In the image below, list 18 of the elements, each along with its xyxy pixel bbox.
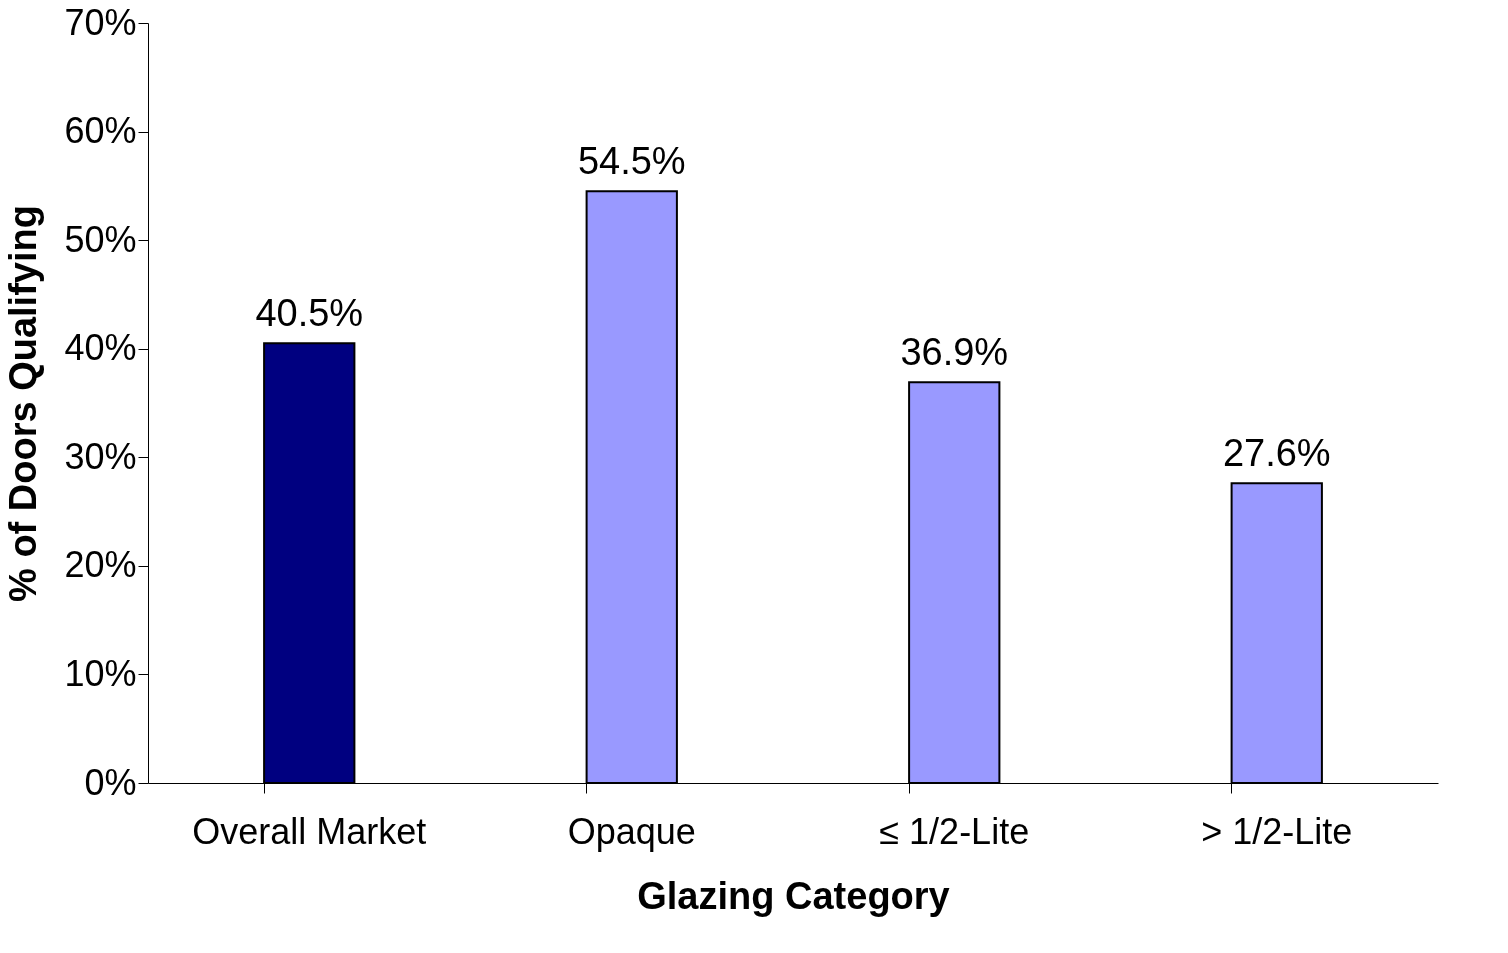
data-label: 40.5% bbox=[255, 292, 364, 335]
y-tick-label: 70% bbox=[64, 1, 137, 43]
y-tick-label: 40% bbox=[64, 327, 137, 369]
y-tick-label: 20% bbox=[64, 544, 137, 586]
x-tick-label: Opaque bbox=[567, 810, 696, 852]
x-tick-label: > 1/2-Lite bbox=[1201, 810, 1353, 852]
y-tick-label: 30% bbox=[64, 435, 137, 477]
data-label: 27.6% bbox=[1222, 432, 1331, 475]
data-label: 36.9% bbox=[900, 331, 1009, 374]
x-axis-title: Glazing Category bbox=[637, 874, 950, 917]
data-label: 54.5% bbox=[577, 140, 686, 183]
y-axis-title: % of Doors Qualifying bbox=[2, 205, 45, 602]
y-tick-label: 0% bbox=[84, 761, 137, 803]
y-tick-label: 60% bbox=[64, 110, 137, 152]
x-tick-label: ≤ 1/2-Lite bbox=[879, 810, 1030, 852]
x-tick-label: Overall Market bbox=[192, 810, 427, 852]
y-tick-label: 10% bbox=[64, 652, 137, 694]
y-tick-label: 50% bbox=[64, 218, 137, 260]
